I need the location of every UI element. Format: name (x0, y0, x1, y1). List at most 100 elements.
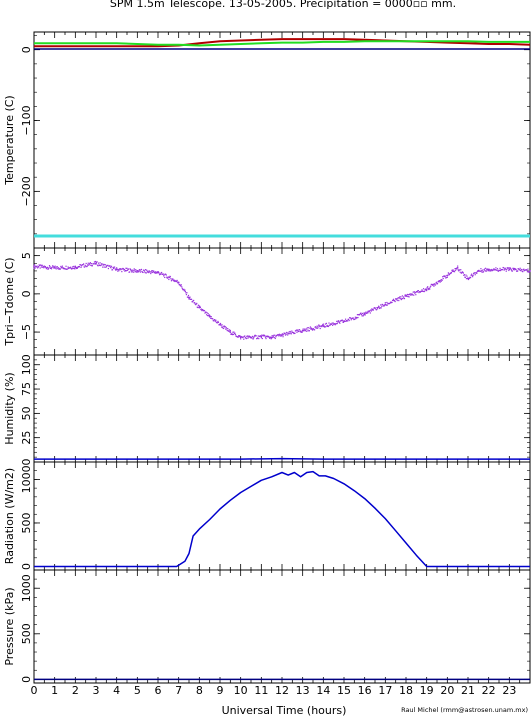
data-point (59, 267, 61, 270)
data-point (239, 336, 242, 339)
y-tick-label: 0 (20, 290, 33, 297)
data-point (87, 264, 89, 266)
data-point (105, 266, 107, 268)
data-point (379, 307, 381, 310)
data-point (133, 271, 135, 273)
data-point (409, 293, 411, 295)
data-point (51, 266, 53, 268)
data-point (139, 269, 141, 272)
data-point (57, 267, 59, 270)
data-point (385, 304, 387, 306)
data-point (481, 269, 484, 271)
data-point (431, 283, 433, 286)
x-axis-label: Universal Time (hours) (222, 704, 347, 717)
data-point (502, 268, 504, 271)
data-point (166, 276, 168, 278)
data-point (416, 291, 418, 293)
data-point (522, 271, 524, 273)
data-point (398, 299, 400, 302)
data-point (76, 267, 78, 269)
data-point (518, 268, 520, 270)
data-point (48, 265, 51, 267)
y-tick-label: 100 (20, 354, 33, 375)
y-axis-label: Tpri−Tdome (C) (3, 257, 16, 346)
data-point (487, 269, 489, 271)
data-point (442, 277, 444, 280)
data-point (337, 321, 339, 323)
data-point (224, 325, 226, 328)
data-point (255, 335, 257, 337)
data-point (457, 269, 459, 271)
data-point (443, 275, 445, 277)
data-point (138, 269, 140, 271)
data-point (188, 296, 190, 299)
x-tick-label: 18 (399, 684, 413, 697)
data-point (503, 267, 505, 269)
data-point (58, 268, 60, 270)
data-point (111, 269, 114, 271)
data-point (495, 267, 497, 269)
data-point (168, 276, 170, 279)
data-point (208, 315, 210, 317)
data-point (400, 296, 402, 298)
data-point (447, 272, 449, 274)
data-point (84, 266, 86, 268)
data-point (286, 332, 288, 334)
data-point (152, 271, 154, 273)
data-point (316, 327, 318, 329)
data-point (177, 281, 179, 283)
data-point (461, 271, 463, 274)
data-point (65, 265, 67, 267)
data-point (257, 335, 259, 337)
data-point (457, 265, 459, 267)
data-point (42, 266, 44, 268)
data-point (296, 331, 298, 333)
data-point (399, 296, 401, 298)
data-point (496, 269, 498, 271)
data-point (451, 270, 454, 272)
y-tick-label: 0 (20, 459, 33, 466)
data-point (392, 299, 394, 302)
data-point (382, 303, 384, 306)
data-point (510, 269, 512, 271)
data-point (519, 267, 521, 269)
data-point (424, 290, 426, 292)
data-point (325, 325, 327, 328)
data-point (138, 270, 140, 273)
data-point (148, 270, 150, 272)
data-point (306, 327, 308, 329)
data-point (384, 302, 386, 304)
data-point (47, 268, 50, 270)
data-point (363, 314, 365, 316)
data-point (338, 320, 340, 322)
data-point (59, 268, 61, 270)
data-point (74, 268, 76, 270)
data-point (485, 270, 487, 272)
data-point (226, 329, 228, 332)
data-point (393, 298, 395, 300)
data-point (336, 322, 338, 325)
data-point (88, 263, 90, 265)
data-point (285, 334, 287, 336)
data-point (331, 323, 333, 325)
data-point (377, 306, 379, 309)
data-point (452, 269, 454, 271)
data-point (479, 270, 481, 272)
data-point (476, 272, 478, 274)
data-point (386, 304, 388, 306)
data-point (248, 335, 251, 338)
data-point (33, 264, 36, 266)
panel-0: 0 −100 −200 Temperature (C) (3, 31, 531, 249)
data-point (454, 268, 456, 270)
data-point (86, 265, 88, 267)
data-point (264, 336, 267, 338)
data-point (223, 325, 225, 327)
data-point (214, 319, 216, 321)
data-point (202, 309, 204, 311)
y-tick-label: 500 (20, 623, 33, 644)
data-point (298, 329, 301, 331)
data-point (514, 267, 516, 270)
data-point (499, 269, 502, 272)
data-point (294, 332, 296, 334)
data-point (372, 309, 375, 311)
